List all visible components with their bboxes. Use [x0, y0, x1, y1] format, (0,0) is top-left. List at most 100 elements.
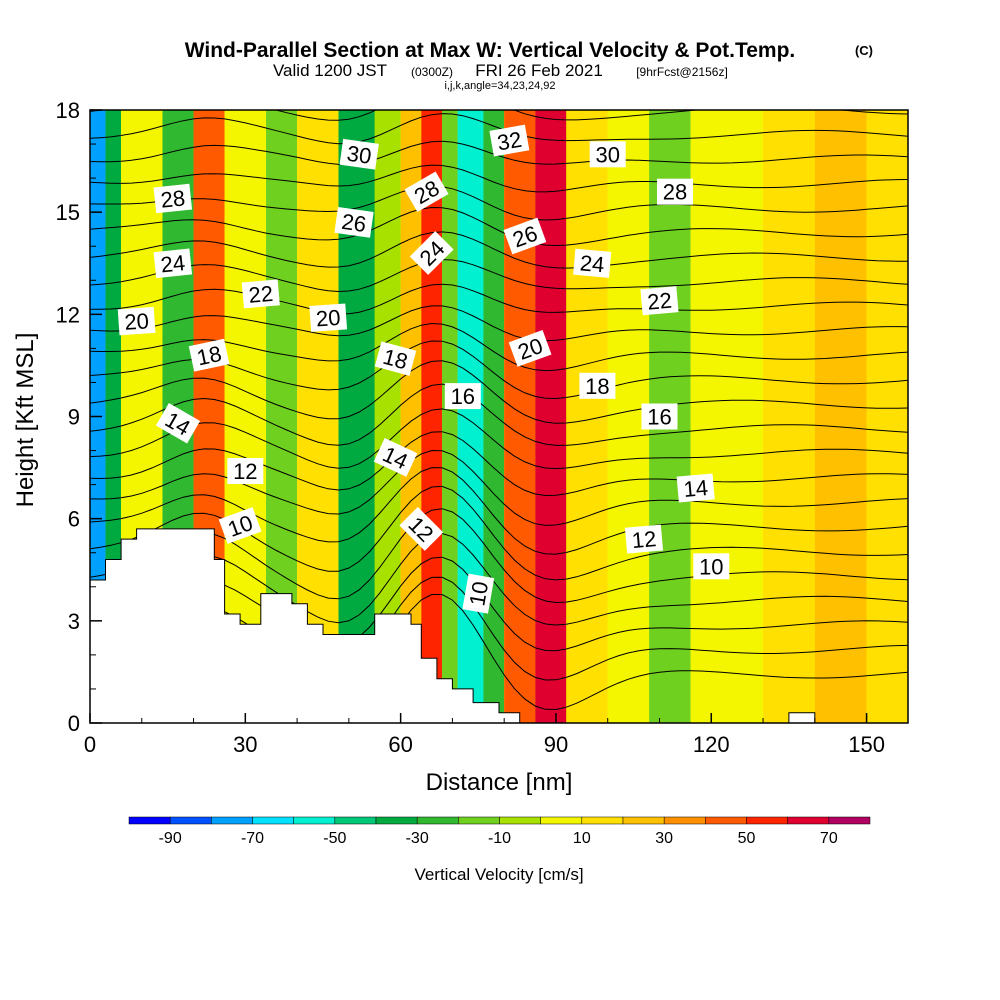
contour-label: 24 — [573, 248, 612, 278]
isentrope-line — [90, 576, 908, 681]
velocity-band — [400, 110, 422, 723]
contour-label: 26 — [334, 207, 374, 238]
velocity-band — [535, 110, 567, 723]
contour-label: 14 — [676, 473, 715, 503]
isentrope-line — [90, 322, 908, 372]
contour-label-text: 30 — [595, 142, 619, 167]
contour-label: 12 — [227, 458, 264, 484]
contour-label-text: 16 — [451, 384, 475, 409]
velocity-band — [866, 110, 908, 723]
contour-label: 28 — [153, 183, 193, 214]
colorbar-swatch — [540, 816, 583, 825]
contour-label-text: 22 — [248, 281, 275, 308]
contour-label-box — [334, 207, 374, 238]
axis-ticks: 0 30 60 90 120 150 0 3 6 9 12 15 18 — [56, 98, 885, 757]
contour-label-box — [624, 524, 664, 554]
contour-label: 22 — [241, 279, 280, 309]
x-tick-label: 0 — [84, 732, 96, 757]
contour-label-box — [399, 506, 444, 551]
velocity-band — [814, 110, 867, 723]
colorbar-swatch — [375, 816, 418, 825]
isentrope-line — [90, 185, 908, 221]
isentrope-line — [90, 360, 908, 424]
colorbar-swatch — [169, 816, 212, 825]
x-axis-title: Distance [nm] — [426, 769, 573, 796]
contour-label: 10 — [693, 553, 730, 580]
contour-label-box — [227, 458, 264, 484]
colorbar-swatch — [458, 816, 500, 825]
contour-label: 18 — [374, 341, 417, 376]
contour-label-box — [693, 553, 730, 580]
colorbar-swatch — [211, 816, 253, 825]
contour-label: 10 — [462, 573, 495, 614]
colorbar-swatch — [828, 816, 871, 825]
contour-label-box — [444, 383, 481, 410]
isentrope-line — [90, 408, 908, 470]
contour-label-text: 20 — [315, 305, 341, 332]
isentrope-line — [90, 113, 908, 145]
contour-label-text: 22 — [646, 288, 673, 315]
y-tick-label: 12 — [56, 302, 80, 327]
subtitle-forecast: [9hrFcst@2156z] — [636, 65, 728, 79]
contour-label-text: 28 — [663, 180, 687, 205]
colorbar-tick-label: -50 — [323, 830, 346, 847]
contour-label-box — [640, 286, 679, 316]
contour-label-box — [573, 248, 612, 278]
isentrope-line — [90, 532, 908, 626]
y-tick-label: 15 — [56, 200, 80, 225]
contour-label-box — [218, 507, 262, 544]
isentrope-line — [90, 231, 908, 269]
isentrope-line — [90, 305, 908, 342]
contour-label-text: 18 — [585, 374, 609, 399]
velocity-band — [690, 110, 764, 723]
contour-label-box — [153, 248, 193, 279]
contour-label-text: 18 — [195, 341, 224, 371]
y-tick-label: 6 — [68, 507, 80, 532]
contour-label-box — [489, 124, 530, 157]
contour-label-box — [117, 306, 156, 336]
chart-title: Wind-Parallel Section at Max W: Vertical… — [185, 39, 796, 62]
contour-label-box — [579, 372, 616, 399]
contour-label-text: 16 — [647, 405, 671, 430]
colorbar-title: Vertical Velocity [cm/s] — [414, 865, 583, 884]
colorbar-swatch — [663, 816, 706, 825]
y-tick-label: 3 — [68, 609, 80, 634]
isentrope-line — [90, 283, 908, 315]
contour-label-box — [188, 338, 230, 372]
contour-label: 10 — [218, 507, 262, 544]
isentrope-line — [90, 383, 908, 446]
contour-label-box — [153, 183, 193, 214]
colorbar-swatch — [581, 816, 624, 825]
isentrope-line — [90, 206, 908, 247]
velocity-band — [763, 110, 815, 723]
contour-label: 20 — [117, 306, 156, 336]
contour-label-box — [373, 438, 418, 477]
contour-label: 24 — [153, 248, 193, 279]
contour-label-box — [462, 573, 495, 614]
colorbar-tick-label: 30 — [655, 830, 673, 847]
contour-label-text: 10 — [699, 554, 723, 579]
colorbar-swatch — [252, 816, 294, 825]
potential-temperature-contours — [90, 110, 908, 711]
isentrope-line — [90, 556, 908, 652]
contour-label-text: 30 — [345, 141, 373, 169]
isentrope-line — [90, 259, 908, 293]
x-tick-label: 150 — [848, 732, 885, 757]
contour-label-text: 26 — [340, 209, 368, 237]
contour-label-text: 32 — [495, 127, 523, 156]
colorbar-swatch — [746, 816, 788, 825]
grid-info: i,j,k,angle=34,23,24,92 — [444, 80, 555, 92]
velocity-band — [457, 110, 484, 723]
chart-title-mark: (C) — [855, 43, 873, 58]
contour-label-text: 24 — [579, 250, 606, 277]
colorbar: -90 -70 -50 -30 -10 10 30 50 70 — [128, 816, 871, 847]
colorbar-tick-label: -10 — [488, 830, 511, 847]
isentrope-line — [90, 164, 908, 193]
contour-label: 28 — [657, 178, 693, 205]
colorbar-tick-label: -30 — [406, 830, 429, 847]
contour-label: 30 — [339, 138, 379, 170]
x-tick-label: 60 — [388, 732, 412, 757]
colorbar-swatch — [293, 816, 336, 825]
colorbar-tick-label: -90 — [159, 830, 182, 847]
